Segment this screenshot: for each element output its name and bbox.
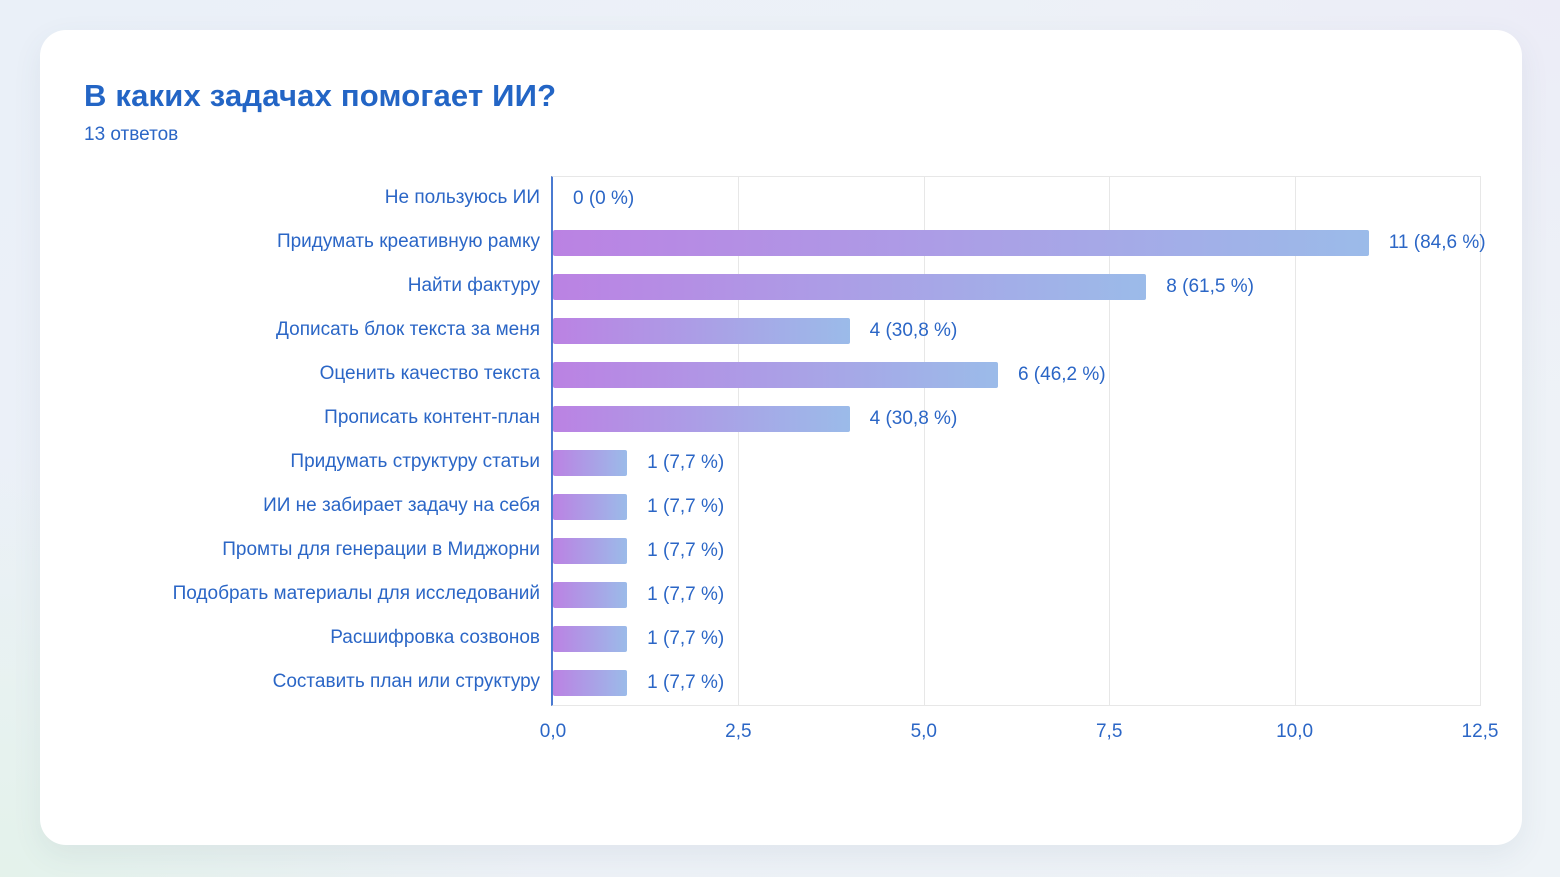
bar xyxy=(553,670,628,696)
x-tick-label: 7,5 xyxy=(1095,721,1123,742)
x-tick-label: 10,0 xyxy=(1276,721,1314,742)
category-label: Найти фактуру xyxy=(407,275,540,296)
bar-row: 1 (7,7 %) xyxy=(553,661,1480,705)
bar xyxy=(553,450,628,476)
category-label: Придумать структуру статьи xyxy=(290,451,540,472)
x-tick-label: 5,0 xyxy=(910,721,938,742)
x-axis-ticks: 0,0 2,5 5,0 7,5 10,0 12,5 xyxy=(540,705,1499,749)
bar xyxy=(553,274,1147,300)
chart-title: В каких задачах помогает ИИ? xyxy=(84,78,557,113)
bar xyxy=(553,318,850,344)
category-label: Прописать контент-план xyxy=(324,407,540,428)
bar-value-label: 1 (7,7 %) xyxy=(647,584,725,605)
gridline xyxy=(1109,177,1111,705)
bar-row: 1 (7,7 %) xyxy=(553,617,1480,661)
plot-area: 0 (0 %) 11 (84,6 %) 8 (61,5 %) 4 (30,8 %) 6 … xyxy=(540,176,1498,742)
bar xyxy=(553,406,850,432)
category-label: Придумать креативную рамку xyxy=(276,231,540,252)
gridline xyxy=(1294,177,1296,705)
category-label: Подобрать материалы для исследований xyxy=(172,583,540,604)
x-tick-label: 2,5 xyxy=(725,721,752,742)
bar-value-label: 0 (0 %) xyxy=(573,188,635,209)
category-label: Промты для генерации в Миджорни xyxy=(222,539,540,560)
x-tick-label: 12,5 xyxy=(1461,721,1499,742)
survey-result-card: В каких задачах помогает ИИ? 13 ответов … xyxy=(40,30,1522,845)
category-label: Составить план или структуру xyxy=(272,671,540,692)
bar-value-label: 1 (7,7 %) xyxy=(647,496,725,517)
bar-value-label: 1 (7,7 %) xyxy=(647,628,725,649)
bar xyxy=(553,538,628,564)
bar-row: 11 (84,6 %) xyxy=(553,221,1486,265)
bar-value-label: 1 (7,7 %) xyxy=(647,672,725,693)
bar xyxy=(553,362,998,388)
bar xyxy=(553,494,628,520)
bar-row: 1 (7,7 %) xyxy=(553,441,1480,485)
bar-row: 8 (61,5 %) xyxy=(553,265,1480,309)
category-label: Дописать блок текста за меня xyxy=(276,319,540,340)
bar-value-label: 1 (7,7 %) xyxy=(647,452,725,473)
bar-value-label: 6 (46,2 %) xyxy=(1017,364,1106,385)
category-labels-column: Не пользуюсь ИИ Придумать креативную рамк… xyxy=(103,176,551,706)
bar-row: 4 (30,8 %) xyxy=(553,309,1480,353)
x-tick-label: 0,0 xyxy=(539,721,567,742)
category-label: ИИ не забирает задачу на себя xyxy=(263,495,540,516)
bar-value-label: 11 (84,6 %) xyxy=(1388,232,1486,253)
bar-value-label: 4 (30,8 %) xyxy=(869,408,958,429)
bar-row: 6 (46,2 %) xyxy=(553,353,1480,397)
bar-value-label: 4 (30,8 %) xyxy=(869,320,958,341)
bar-value-label: 1 (7,7 %) xyxy=(647,540,725,561)
bar xyxy=(553,230,1369,256)
bar-row: 1 (7,7 %) xyxy=(553,573,1480,617)
category-label: Не пользуюсь ИИ xyxy=(384,187,540,208)
response-count: 13 ответов xyxy=(84,124,179,145)
bar-row: 1 (7,7 %) xyxy=(553,529,1480,573)
bar-row: 1 (7,7 %) xyxy=(553,485,1480,529)
bar xyxy=(553,626,628,652)
bar-value-label: 8 (61,5 %) xyxy=(1166,276,1254,297)
gridline xyxy=(738,177,740,705)
bar-row: 0 (0 %) xyxy=(553,177,1480,221)
bar xyxy=(553,582,628,608)
bar-row: 4 (30,8 %) xyxy=(553,397,1480,441)
horizontal-bar-chart: Не пользуюсь ИИ Придумать креативную рамк… xyxy=(103,176,1498,742)
category-label: Расшифровка созвонов xyxy=(330,627,540,648)
gridline xyxy=(923,177,925,705)
category-label: Оценить качество текста xyxy=(319,363,540,384)
